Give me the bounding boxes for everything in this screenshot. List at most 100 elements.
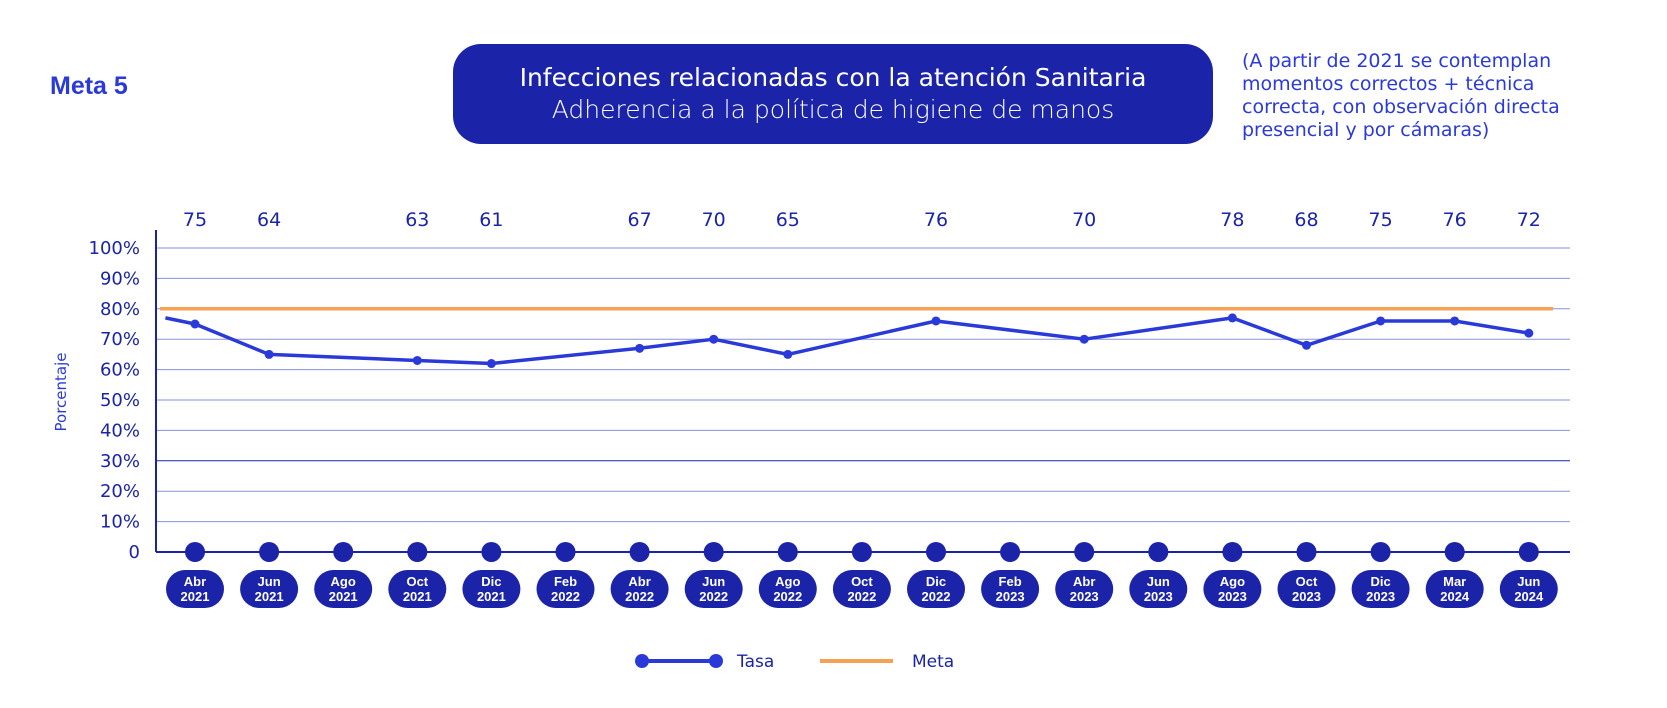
x-axis-dot: [407, 542, 428, 562]
x-category-month: Dic: [1370, 574, 1390, 589]
x-category-pill: [907, 570, 965, 608]
x-category-month: Ago: [1220, 574, 1245, 589]
chart-note: (A partir de 2021 se contemplan momentos…: [1242, 50, 1560, 141]
x-category-year: 2021: [329, 589, 358, 604]
data-point: [1524, 328, 1534, 338]
x-axis-dot: [1518, 542, 1539, 562]
y-tick-label: 80%: [100, 299, 140, 320]
x-category-year: 2022: [551, 589, 580, 604]
y-tick-label: 100%: [89, 238, 140, 259]
x-category-month: Dic: [481, 574, 501, 589]
x-category-year: 2022: [847, 589, 876, 604]
data-label: 70: [702, 209, 726, 231]
x-category-pill: [1203, 570, 1262, 608]
x-category-month: Abr: [1073, 574, 1095, 589]
x-category-pill: [536, 570, 595, 608]
data-point: [1302, 340, 1311, 350]
x-category-month: Feb: [554, 574, 577, 589]
data-point: [1227, 313, 1237, 323]
x-category-year: 2023: [1070, 589, 1099, 604]
data-point: [1079, 334, 1089, 344]
x-axis-dot: [333, 542, 354, 562]
x-axis-dot: [555, 542, 576, 562]
x-category-pill: [832, 570, 891, 608]
x-category-year: 2021: [403, 589, 432, 604]
data-point: [635, 343, 645, 353]
chart-subtitle: Adherencia a la política de higiene de m…: [551, 95, 1115, 124]
x-category-month: Ago: [775, 574, 800, 589]
y-tick-label: 0: [129, 542, 140, 563]
data-label: 61: [479, 209, 503, 231]
data-label: 75: [183, 209, 207, 231]
data-point: [1376, 316, 1386, 326]
x-category-year: 2021: [255, 589, 284, 604]
chart-title-box: Infecciones relacionadas con la atención…: [453, 44, 1213, 144]
x-category-year: 2024: [1514, 589, 1544, 604]
x-category-pill: [758, 570, 817, 608]
x-category-month: Jun: [258, 574, 281, 589]
y-tick-label: 70%: [100, 329, 140, 350]
x-category-month: Mar: [1443, 574, 1466, 589]
x-axis-dot: [1074, 542, 1095, 562]
data-label: 70: [1072, 209, 1096, 231]
x-category-pill: [1055, 570, 1114, 608]
x-category-pill: [314, 570, 373, 608]
x-category-month: Jun: [1517, 574, 1540, 589]
data-label: 65: [776, 209, 800, 231]
x-category-month: Jun: [702, 574, 725, 589]
x-category-pill: [1499, 570, 1558, 608]
x-axis-dot: [1370, 542, 1391, 562]
data-point: [486, 359, 496, 369]
x-category-pill: [1277, 570, 1336, 608]
x-category-year: 2023: [1144, 589, 1173, 604]
data-point: [931, 316, 941, 326]
data-point: [190, 319, 200, 329]
x-axis-dot: [1444, 542, 1465, 562]
x-category-pill: [388, 570, 447, 608]
x-axis-dot: [1222, 542, 1243, 562]
x-axis-dot: [481, 542, 502, 562]
x-category-year: 2022: [699, 589, 728, 604]
meta-label: Meta 5: [50, 72, 128, 100]
y-axis-label: Porcentaje: [52, 353, 70, 432]
x-category-pill: [610, 570, 669, 608]
x-axis-dot: [185, 542, 205, 562]
y-tick-label: 10%: [100, 512, 140, 533]
x-axis-dot: [629, 542, 650, 562]
x-axis-dot: [259, 542, 280, 562]
data-point: [1450, 316, 1460, 326]
x-category-month: Abr: [628, 574, 650, 589]
x-category-month: Oct: [406, 574, 428, 589]
x-category-month: Oct: [1296, 574, 1318, 589]
x-category-year: 2021: [181, 589, 210, 604]
data-point: [412, 355, 422, 365]
x-category-year: 2024: [1440, 589, 1470, 604]
x-axis-dot: [1148, 542, 1169, 562]
x-category-year: 2023: [1292, 589, 1321, 604]
data-label: 63: [405, 209, 429, 231]
x-category-pill: [1129, 570, 1188, 608]
y-tick-label: 30%: [100, 451, 140, 472]
data-point: [709, 334, 719, 344]
data-point: [264, 349, 274, 359]
x-category-pill: [1351, 570, 1410, 608]
y-tick-label: 20%: [100, 481, 140, 502]
series-line-tasa: [165, 316, 1530, 366]
x-axis-dot: [851, 542, 872, 562]
chart-title: Infecciones relacionadas con la atención…: [519, 63, 1147, 92]
x-category-month: Abr: [184, 574, 206, 589]
data-label: 64: [257, 209, 281, 231]
x-category-pill: [684, 570, 743, 608]
x-category-year: 2022: [773, 589, 802, 604]
data-label: 78: [1220, 209, 1244, 231]
x-category-month: Feb: [999, 574, 1022, 589]
x-category-month: Ago: [331, 574, 356, 589]
x-category-month: Oct: [851, 574, 873, 589]
x-category-month: Dic: [926, 574, 946, 589]
legend-meta-label: Meta: [912, 652, 954, 672]
data-point: [783, 349, 793, 359]
x-category-pill: [1425, 570, 1484, 608]
x-category-year: 2022: [922, 589, 951, 604]
x-category-pill: [166, 570, 224, 608]
